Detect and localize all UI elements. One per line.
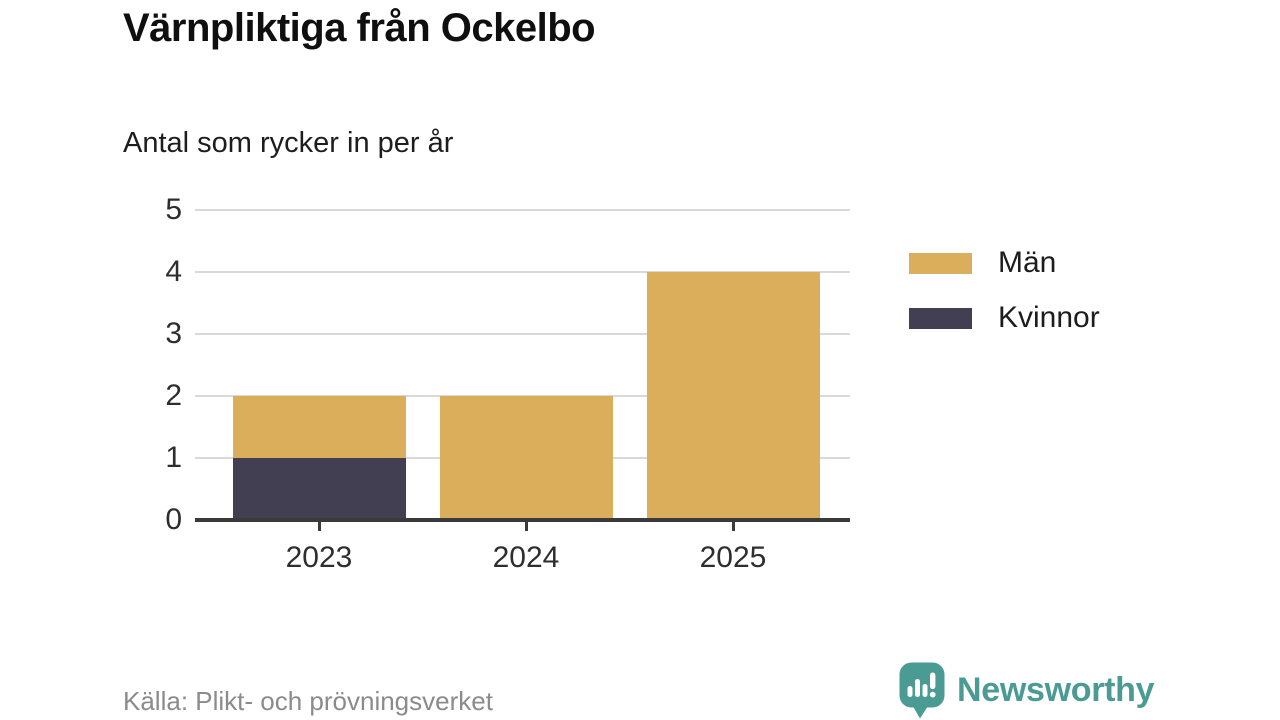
gridline-y-4 (195, 271, 850, 273)
x-axis-label-2023: 2023 (285, 541, 353, 574)
x-tick-mark-2023 (318, 522, 321, 531)
bar-segment-man-2023 (232, 396, 406, 458)
y-axis-label-5: 5 (165, 193, 182, 226)
legend-item-label: Män (998, 246, 1057, 279)
y-axis-label-1: 1 (165, 441, 182, 474)
x-axis-label-2025: 2025 (699, 541, 767, 574)
newsworthy-logo-icon (899, 662, 945, 719)
gridline-y-3 (195, 333, 850, 335)
legend: Män Kvinnor (909, 247, 1100, 357)
y-axis-label-0: 0 (165, 503, 182, 536)
bar-segment-kvinnor-2023 (232, 458, 406, 520)
x-tick-mark-2025 (732, 522, 735, 531)
x-tick-mark-2024 (525, 522, 528, 531)
bar-segment-man-2024 (439, 396, 613, 520)
newsworthy-logo: Newsworthy (898, 661, 1155, 720)
chart-subtitle: Antal som rycker in per år (123, 127, 454, 159)
x-axis-label-2024: 2024 (492, 541, 560, 574)
x-axis-line (195, 518, 850, 522)
legend-item-kvinnor: Kvinnor (909, 302, 1100, 334)
legend-item-man: Män (909, 247, 1100, 279)
legend-swatch-man (909, 252, 972, 274)
gridline-y-5 (195, 209, 850, 211)
page-title: Värnpliktiga från Ockelbo (123, 6, 596, 50)
y-axis-label-4: 4 (165, 255, 182, 288)
y-axis-label-3: 3 (165, 317, 182, 350)
bar-segment-man-2025 (646, 272, 820, 520)
source-note: Källa: Plikt- och prövningsverket (123, 686, 493, 716)
newsworthy-logo-text: Newsworthy (957, 671, 1155, 709)
legend-swatch-kvinnor (909, 307, 972, 329)
legend-item-label: Kvinnor (998, 301, 1100, 334)
y-axis-label-2: 2 (165, 379, 182, 412)
